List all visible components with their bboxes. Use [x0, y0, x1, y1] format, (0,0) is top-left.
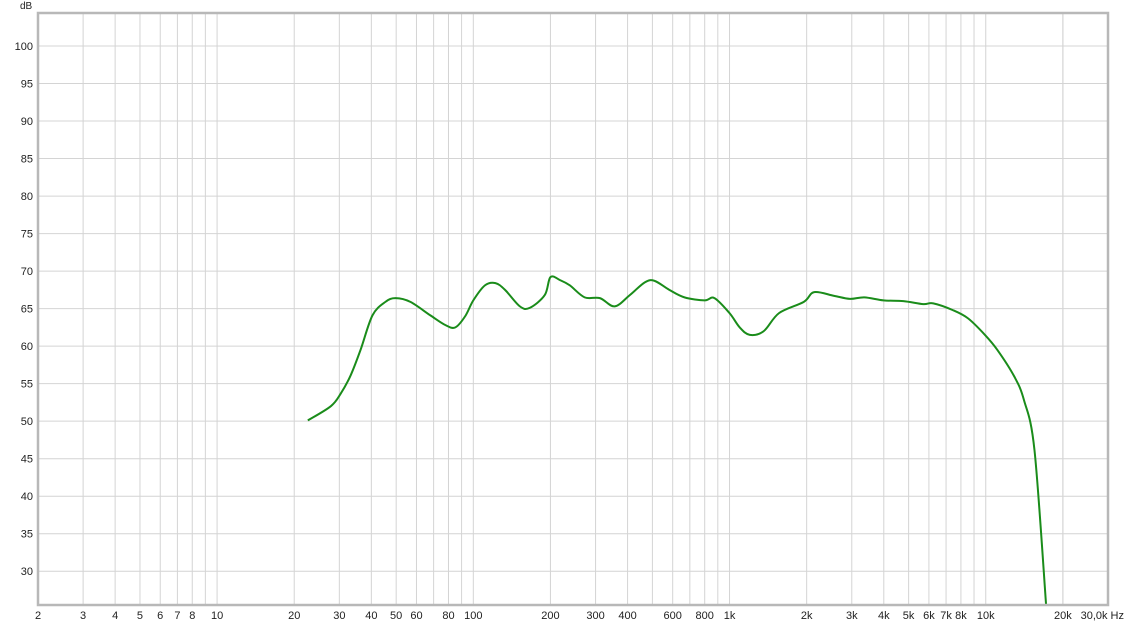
x-tick-label: 50 — [390, 610, 402, 622]
x-tick-label: 40 — [365, 610, 377, 622]
x-tick-label: 800 — [696, 610, 714, 622]
x-tick-label: 4k — [878, 610, 890, 622]
y-tick-label: 50 — [21, 416, 33, 428]
plot-frame — [36, 11, 1110, 607]
x-tick-label: 2 — [35, 610, 41, 622]
y-tick-label: 90 — [21, 116, 33, 128]
x-tick-label: 20 — [288, 610, 300, 622]
y-tick-label: 55 — [21, 379, 33, 391]
x-tick-label: 400 — [618, 610, 636, 622]
x-tick-label: 100 — [464, 610, 482, 622]
x-tick-label: 8k — [955, 610, 967, 622]
x-tick-label: 5k — [903, 610, 915, 622]
x-tick-label: 7k — [940, 610, 952, 622]
x-tick-label: 200 — [541, 610, 559, 622]
x-tick-label: 10k — [977, 610, 995, 622]
y-tick-label: 75 — [21, 229, 33, 241]
y-tick-label: 65 — [21, 304, 33, 316]
y-tick-label: 70 — [21, 266, 33, 278]
grid — [37, 13, 1109, 605]
series-line — [307, 275, 1048, 606]
y-tick-label: 30 — [21, 566, 33, 578]
x-tick-label: 6 — [157, 610, 163, 622]
x-tick-label: 8 — [189, 610, 195, 622]
y-tick-label: 80 — [21, 191, 33, 203]
x-tick-label: 2k — [801, 610, 813, 622]
y-tick-label: 60 — [21, 341, 33, 353]
x-tick-label: 6k — [923, 610, 935, 622]
x-tick-label: 3k — [846, 610, 858, 622]
y-tick-label: 85 — [21, 154, 33, 166]
x-tick-label: 300 — [586, 610, 604, 622]
x-axis-ticks: 2 3 4 5 6 7 8 10 20 30 40 50 60 80 100 200 300 400 600 800 1… — [35, 610, 1124, 622]
x-tick-label: 600 — [664, 610, 682, 622]
y-axis-ticks: 30 35 40 45 50 55 60 65 70 75 80 85 90 95 100 — [15, 41, 33, 578]
x-tick-label: 60 — [410, 610, 422, 622]
y-tick-label: 95 — [21, 79, 33, 91]
x-tick-label: 80 — [442, 610, 454, 622]
x-tick-label: 4 — [112, 610, 118, 622]
x-tick-label: 5 — [137, 610, 143, 622]
x-tick-label: 7 — [174, 610, 180, 622]
y-tick-label: 45 — [21, 454, 33, 466]
y-tick-label: 40 — [21, 491, 33, 503]
y-tick-label: 35 — [21, 529, 33, 541]
x-tick-label: 20k — [1054, 610, 1072, 622]
x-tick-label: 30,0k Hz — [1081, 610, 1124, 622]
x-tick-label: 1k — [724, 610, 736, 622]
y-tick-label: 100 — [15, 41, 33, 53]
x-tick-label: 10 — [211, 610, 223, 622]
x-tick-label: 3 — [80, 610, 86, 622]
x-tick-label: 30 — [333, 610, 345, 622]
y-axis-unit-label: dB — [20, 1, 33, 12]
